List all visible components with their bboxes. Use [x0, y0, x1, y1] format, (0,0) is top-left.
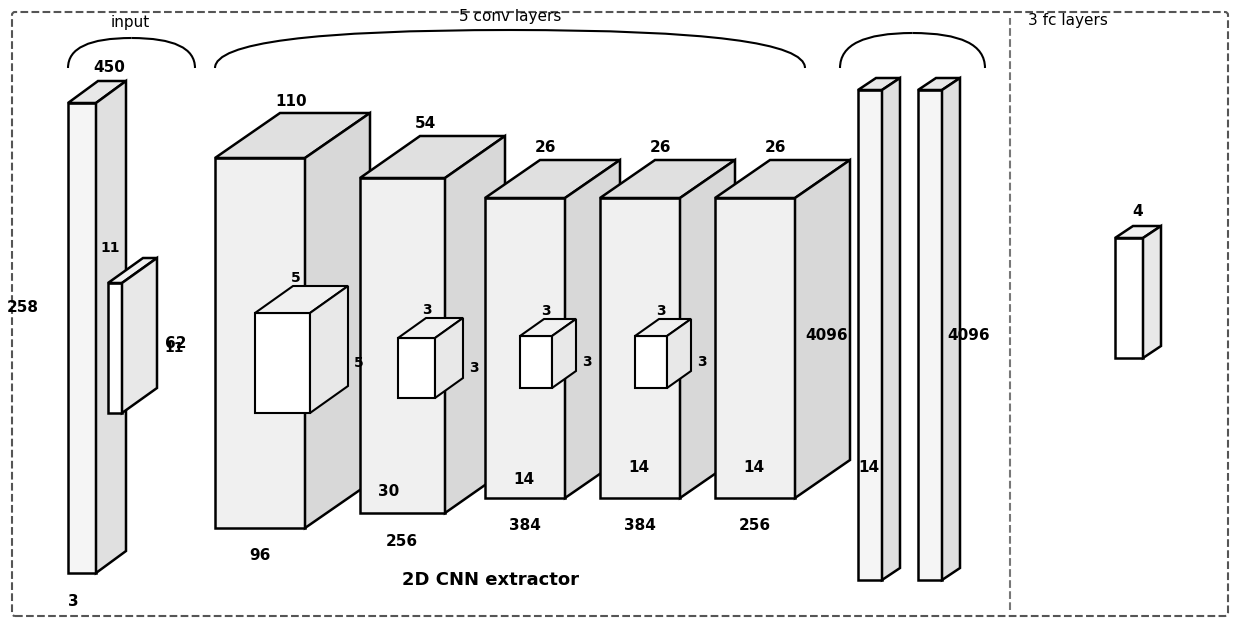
- Text: 54: 54: [415, 117, 436, 131]
- Text: 14: 14: [858, 460, 879, 475]
- Text: 5 conv layers: 5 conv layers: [459, 9, 562, 23]
- Polygon shape: [255, 286, 348, 313]
- FancyBboxPatch shape: [12, 12, 1228, 616]
- Text: 110: 110: [275, 94, 306, 109]
- Text: 26: 26: [650, 141, 672, 156]
- Polygon shape: [520, 336, 552, 388]
- Text: 26: 26: [534, 141, 557, 156]
- Polygon shape: [310, 286, 348, 413]
- Polygon shape: [255, 313, 310, 413]
- Text: 384: 384: [510, 519, 541, 534]
- Polygon shape: [445, 136, 505, 513]
- Polygon shape: [635, 319, 691, 336]
- Polygon shape: [858, 78, 900, 90]
- Text: 26: 26: [765, 141, 786, 156]
- Text: 3: 3: [582, 355, 591, 369]
- Polygon shape: [520, 319, 577, 336]
- Polygon shape: [435, 318, 463, 398]
- Text: 3: 3: [422, 303, 432, 317]
- Polygon shape: [68, 103, 95, 573]
- Text: 5: 5: [353, 356, 363, 370]
- Text: 11: 11: [100, 241, 120, 255]
- Polygon shape: [942, 78, 960, 580]
- Polygon shape: [360, 136, 505, 178]
- Text: input: input: [110, 14, 150, 30]
- Polygon shape: [882, 78, 900, 580]
- Text: 5: 5: [291, 271, 301, 285]
- Polygon shape: [552, 319, 577, 388]
- Text: 4: 4: [1132, 203, 1143, 219]
- Polygon shape: [398, 338, 435, 398]
- Polygon shape: [95, 81, 126, 573]
- Polygon shape: [485, 198, 565, 498]
- Text: 96: 96: [249, 548, 270, 563]
- Polygon shape: [565, 160, 620, 498]
- Polygon shape: [795, 160, 849, 498]
- Text: 256: 256: [386, 534, 418, 548]
- Text: 384: 384: [624, 519, 656, 534]
- Polygon shape: [398, 318, 463, 338]
- Polygon shape: [918, 78, 960, 90]
- Polygon shape: [215, 113, 370, 158]
- Polygon shape: [918, 90, 942, 580]
- Text: 258: 258: [7, 301, 38, 315]
- Text: 62: 62: [165, 335, 187, 350]
- Text: 14: 14: [743, 460, 764, 475]
- Text: 3 fc layers: 3 fc layers: [1028, 13, 1107, 28]
- Polygon shape: [680, 160, 735, 498]
- Text: 3: 3: [697, 355, 707, 369]
- Polygon shape: [715, 198, 795, 498]
- Polygon shape: [1115, 238, 1143, 358]
- Text: 4096: 4096: [805, 327, 848, 342]
- Polygon shape: [215, 158, 305, 528]
- Text: 256: 256: [739, 519, 771, 534]
- Polygon shape: [600, 198, 680, 498]
- Polygon shape: [1115, 226, 1161, 238]
- Text: 14: 14: [513, 472, 534, 487]
- Text: 3: 3: [656, 304, 666, 318]
- Text: 30: 30: [378, 484, 399, 499]
- Text: 3: 3: [68, 593, 78, 609]
- Polygon shape: [122, 258, 157, 413]
- Polygon shape: [667, 319, 691, 388]
- Polygon shape: [858, 90, 882, 580]
- Text: 11: 11: [164, 341, 184, 355]
- Text: 3: 3: [469, 361, 479, 375]
- Polygon shape: [485, 160, 620, 198]
- Text: 450: 450: [93, 60, 125, 75]
- Polygon shape: [1143, 226, 1161, 358]
- Text: 14: 14: [627, 460, 649, 475]
- Text: 3: 3: [541, 304, 551, 318]
- Polygon shape: [600, 160, 735, 198]
- Polygon shape: [360, 178, 445, 513]
- Polygon shape: [305, 113, 370, 528]
- Text: 4096: 4096: [947, 327, 990, 342]
- Polygon shape: [108, 258, 157, 283]
- Polygon shape: [635, 336, 667, 388]
- Polygon shape: [715, 160, 849, 198]
- Text: 2D CNN extractor: 2D CNN extractor: [402, 571, 579, 589]
- Polygon shape: [68, 81, 126, 103]
- Polygon shape: [108, 283, 122, 413]
